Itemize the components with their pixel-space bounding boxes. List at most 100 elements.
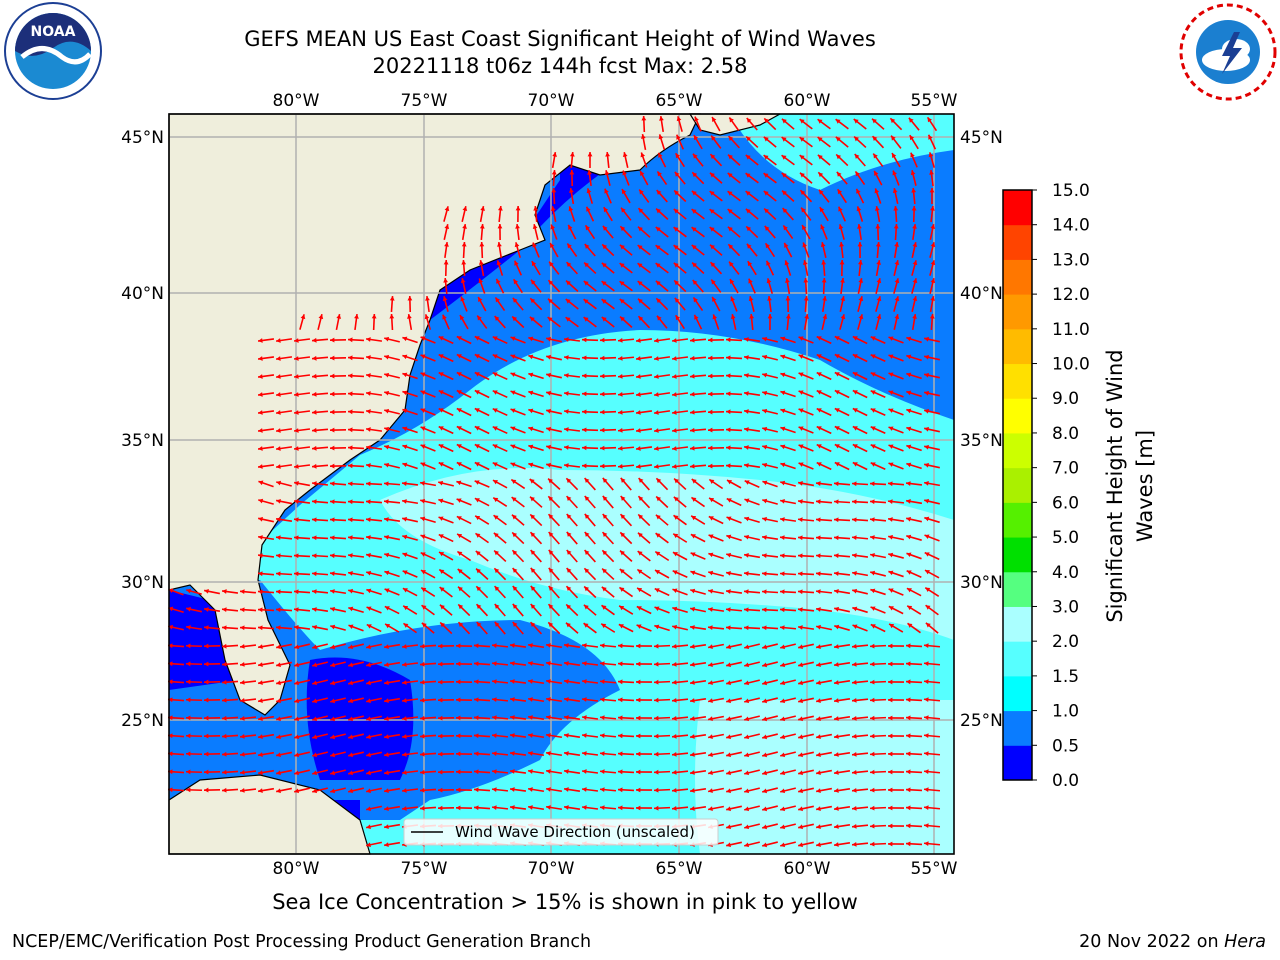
wave-arrow-head <box>402 516 407 522</box>
wave-arrow-head <box>870 535 875 540</box>
wave-arrow-head <box>456 679 461 685</box>
wave-arrow-head <box>294 698 300 704</box>
wave-arrow-head <box>582 679 587 684</box>
wave-arrow-head <box>727 191 733 196</box>
wave-arrow-head <box>672 338 677 343</box>
wave-arrow-head <box>673 262 679 268</box>
noaa-logo: NOAA <box>4 2 102 100</box>
sea-ice-note: Sea Ice Concentration > 15% is shown in … <box>272 890 858 914</box>
wave-arrow-head <box>798 408 804 413</box>
wave-arrow-head <box>692 280 698 285</box>
wave-arrow-head <box>673 245 679 250</box>
wave-arrow-head <box>762 698 768 704</box>
wave-arrow-head <box>258 571 263 577</box>
wave-arrow-head <box>870 499 875 505</box>
wave-arrow-head <box>474 805 479 811</box>
wave-arrow-head <box>276 625 281 631</box>
wave-arrow-head <box>438 498 444 504</box>
wave-arrow-head <box>402 644 407 649</box>
wave-arrow-head <box>438 769 443 775</box>
wave-arrow-head <box>784 242 789 248</box>
wave-arrow-head <box>798 824 803 830</box>
wave-arrow-head <box>258 698 263 703</box>
wave-arrow-head <box>744 480 750 485</box>
wave-arrow-head <box>906 390 912 396</box>
wave-arrow-head <box>312 391 317 397</box>
wave-arrow-head <box>438 426 444 431</box>
lat-label-right: 30°N <box>960 573 1003 593</box>
wave-arrow-head <box>800 190 806 196</box>
wave-arrow-head <box>888 588 894 593</box>
wave-arrow-head <box>924 516 930 522</box>
wave-arrow-head <box>330 734 336 740</box>
wave-arrow-head <box>888 679 893 685</box>
wave-arrow-head <box>892 153 897 159</box>
wave-arrow-head <box>816 372 822 377</box>
wave-arrow-head <box>186 606 191 612</box>
wave-arrow-head <box>708 752 713 758</box>
wave-arrow-head <box>474 697 479 703</box>
wave-arrow-head <box>330 589 335 594</box>
wave-arrow-head <box>637 587 643 593</box>
wave-arrow-head <box>548 549 554 555</box>
wave-arrow-head <box>852 751 857 757</box>
wave-arrow-head <box>727 173 733 178</box>
wave-arrow-head <box>312 680 318 686</box>
wave-arrow-head <box>366 680 371 686</box>
wave-arrow-head <box>582 643 587 648</box>
wave-arrow-head <box>348 355 353 361</box>
wave-arrow-head <box>798 842 803 848</box>
wave-arrow-head <box>726 534 732 540</box>
wave-arrow-head <box>600 679 605 685</box>
wave-arrow-head <box>672 392 677 397</box>
wave-arrow-head <box>816 535 821 541</box>
wave-arrow-head <box>834 680 839 685</box>
wave-arrow-head <box>816 571 821 577</box>
wave-arrow-head <box>258 464 263 469</box>
wave-arrow-head <box>258 589 263 595</box>
wave-arrow-head <box>312 409 317 415</box>
wave-arrow-head <box>927 117 933 123</box>
wave-arrow-head <box>477 315 482 321</box>
wave-arrow-head <box>294 734 300 740</box>
wave-arrow-head <box>930 296 936 301</box>
wave-arrow-head <box>690 606 695 612</box>
wave-arrow-head <box>456 516 462 521</box>
wave-arrow-head <box>911 206 917 211</box>
wave-arrow-head <box>636 733 641 739</box>
wave-arrow-head <box>802 260 808 265</box>
wave-arrow-head <box>798 571 803 577</box>
wave-arrow-head <box>638 208 644 214</box>
wave-arrow-head <box>730 296 735 302</box>
wave-arrow-head <box>564 373 569 378</box>
wave-arrow-head <box>384 824 389 829</box>
wave-arrow-head <box>348 535 353 541</box>
wave-arrow-head <box>532 242 537 248</box>
wave-arrow-head <box>366 552 371 558</box>
lat-label-left: 30°N <box>121 573 164 593</box>
wave-arrow-head <box>744 806 750 812</box>
wave-arrow-head <box>906 823 911 829</box>
wave-arrow-head <box>930 242 936 248</box>
wave-arrow-head <box>910 152 915 158</box>
wave-arrow-head <box>510 372 516 377</box>
wave-arrow-head <box>442 314 447 320</box>
wave-arrow-head <box>384 644 389 649</box>
wave-arrow-head <box>816 680 821 686</box>
wave-arrow-head <box>546 408 551 414</box>
wave-arrow-head <box>709 497 715 503</box>
wave-arrow-head <box>834 752 839 757</box>
wave-arrow-head <box>348 427 353 433</box>
wave-arrow-head <box>762 408 768 414</box>
wave-arrow-head <box>618 715 623 721</box>
wave-arrow-head <box>780 444 786 450</box>
wave-arrow-head <box>906 426 912 432</box>
wave-arrow-head <box>402 570 408 575</box>
wave-arrow-head <box>744 680 750 686</box>
wave-arrow-head <box>366 481 371 487</box>
wave-arrow-head <box>348 716 354 722</box>
wave-arrow-head <box>654 751 659 757</box>
wave-arrow-head <box>780 589 785 595</box>
wave-arrow-head <box>348 698 354 704</box>
wave-arrow-head <box>762 553 767 558</box>
